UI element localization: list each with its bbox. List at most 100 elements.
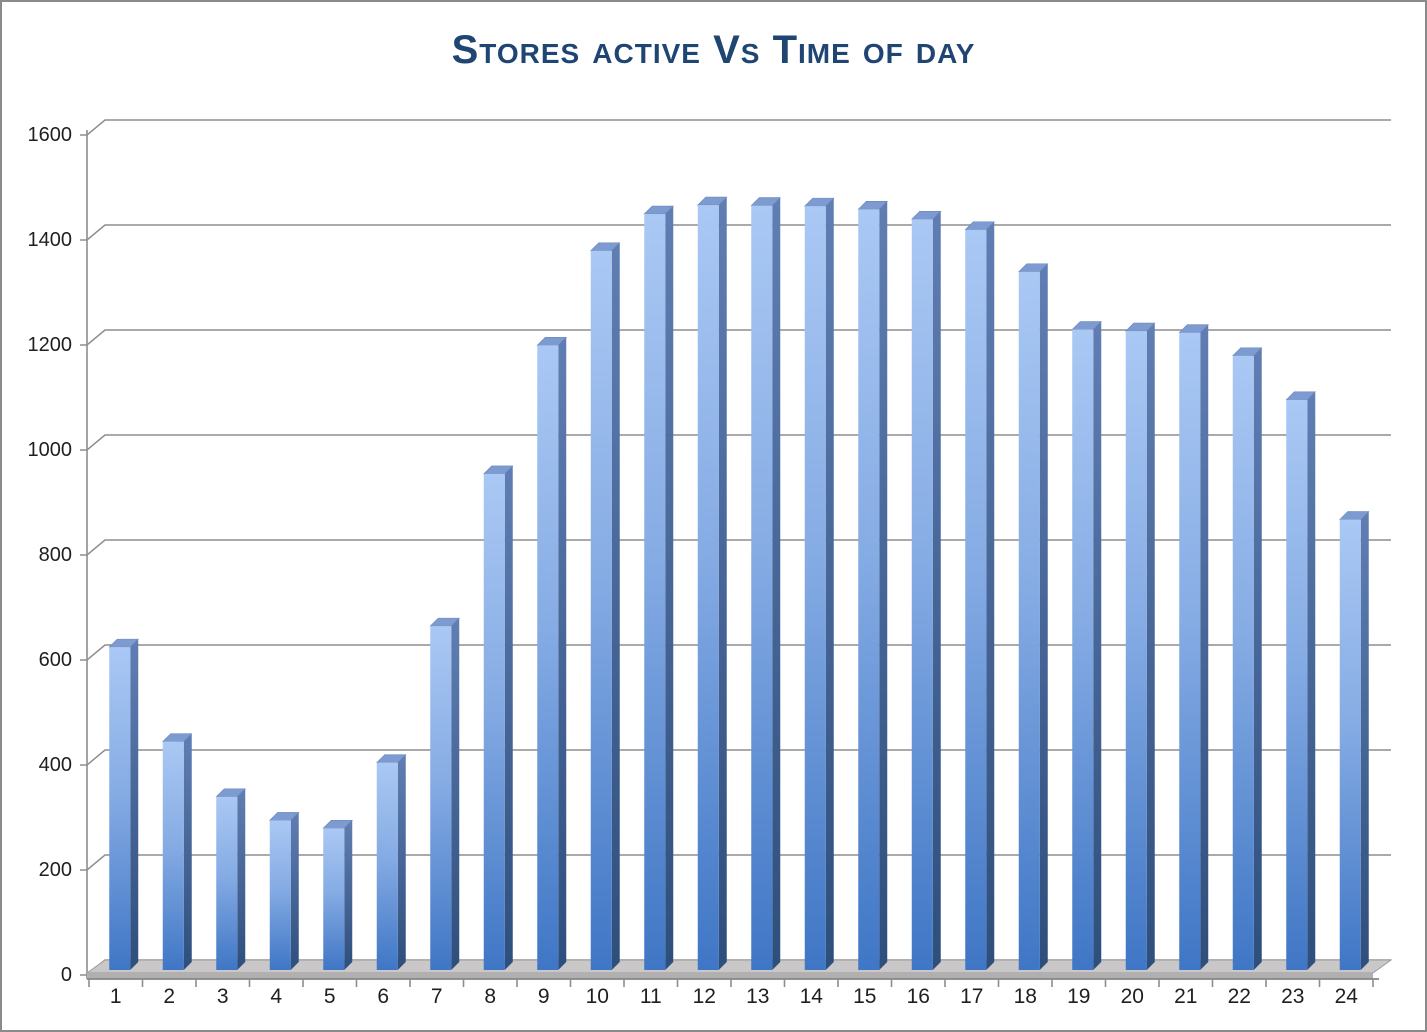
bar-front-face [751,205,773,971]
bar-front-face [1072,329,1094,970]
bar[interactable] [162,733,193,970]
bar-front-face [1125,331,1147,970]
bar[interactable] [1178,324,1209,970]
bar-front-face [965,229,987,970]
bar-side-face [1200,324,1209,970]
bar[interactable] [1232,347,1263,970]
bar[interactable] [911,210,942,970]
gridline [80,539,1391,556]
chart-title: Stores active Vs Time of day [451,28,976,72]
gridline [80,119,1391,136]
x-axis-tick-label: 22 [1228,985,1251,1008]
bar-front-face [1232,355,1254,970]
x-axis-tick-label: 15 [853,985,876,1008]
bar[interactable] [536,336,567,970]
bar-front-face [1018,271,1040,970]
bar-side-face [1307,391,1316,971]
x-axis-tick-label: 2 [163,985,175,1008]
x-axis-tick-label: 1 [110,985,122,1008]
x-axis-tick-label: 11 [640,985,662,1008]
y-axis-tick-label: 600 [39,649,72,671]
bar-front-face [858,209,880,970]
bar-side-face [397,754,406,970]
bar-side-face [825,198,834,970]
x-axis-tick-label: 4 [270,985,282,1008]
bar[interactable] [269,812,300,970]
gridline [80,749,1391,766]
x-axis-tick-label: 21 [1174,985,1197,1008]
bar[interactable] [322,819,353,970]
x-axis-tick-label: 12 [693,985,716,1008]
bar-front-face [323,828,345,970]
bar[interactable] [804,197,835,970]
bar-side-face [290,812,299,970]
bar[interactable] [643,205,674,970]
bar-side-face [1093,321,1102,970]
bar-front-face [537,345,559,970]
x-axis-tick-label: 9 [538,985,550,1008]
bar-front-face [483,473,505,970]
x-axis-tick-label: 16 [907,985,930,1008]
x-axis-tick-label: 14 [800,985,824,1008]
bar-front-face [911,219,933,970]
bar-side-face [558,337,567,970]
bar-front-face [269,820,291,970]
bar[interactable] [1125,322,1156,970]
bar-side-face [772,197,781,971]
x-axis-tick-label: 23 [1281,985,1304,1008]
bar-side-face [1360,511,1369,970]
bar-side-face [611,242,620,970]
bar-side-face [665,206,674,970]
bar-front-face [1286,399,1308,971]
x-axis-tick-label: 19 [1067,985,1090,1008]
gridline [80,644,1391,661]
bar-side-face [986,221,995,970]
bar[interactable] [590,242,621,970]
y-axis-tick-label: 200 [39,859,72,881]
bar[interactable] [215,788,246,970]
bar[interactable] [964,221,995,970]
bar-front-face [162,741,184,970]
bar-side-face [130,639,139,970]
x-axis-tick-label: 18 [1014,985,1037,1008]
bar[interactable] [429,617,460,970]
x-axis-tick-label: 24 [1335,985,1359,1008]
chart-floor-front [87,973,1373,979]
bar[interactable] [1018,263,1049,970]
bar[interactable] [1071,321,1102,971]
bar[interactable] [483,465,514,970]
bar-front-face [590,250,612,970]
bar[interactable] [697,196,728,970]
bar[interactable] [1285,391,1316,971]
bar-front-face [1339,519,1361,970]
bar-side-face [1039,263,1048,970]
bar[interactable] [857,200,888,970]
bar[interactable] [376,754,407,970]
bar-front-face [376,762,398,970]
x-axis-tick-label: 17 [960,985,983,1008]
gridline [80,224,1391,241]
x-axis-tick-label: 10 [586,985,609,1008]
gridline [80,329,1391,346]
bar-side-face [344,820,353,970]
x-axis-tick-label: 8 [484,985,496,1008]
x-axis-tick-label: 6 [377,985,389,1008]
bar-side-face [718,197,727,970]
bar-front-face [109,647,131,970]
bar-side-face [504,465,513,970]
bar-side-face [237,788,246,970]
x-axis-tick-label: 3 [217,985,229,1008]
bar-front-face [804,206,826,970]
gridline [80,434,1391,451]
bar[interactable] [750,197,781,971]
y-axis-tick-label: 1400 [28,229,73,251]
bar[interactable] [108,638,139,970]
x-axis-tick-label: 5 [324,985,336,1008]
y-axis-tick-label: 400 [39,754,72,776]
bar[interactable] [1339,511,1370,970]
bar-front-face [697,205,719,970]
x-axis-tick-label: 13 [746,985,769,1008]
gridline [80,854,1391,871]
y-axis-tick-label: 800 [39,544,72,566]
